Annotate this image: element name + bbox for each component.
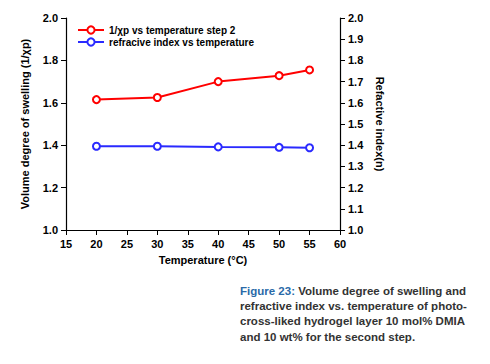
svg-text:55: 55 [303, 238, 315, 250]
svg-text:Refactive index(n): Refactive index(n) [374, 77, 386, 172]
svg-text:50: 50 [273, 238, 285, 250]
svg-text:2.0: 2.0 [348, 12, 363, 24]
svg-text:refracive index vs temperature: refracive index vs temperature [109, 37, 255, 48]
svg-text:Temperature (°C): Temperature (°C) [159, 254, 248, 266]
svg-text:1.7: 1.7 [348, 76, 363, 88]
svg-text:60: 60 [334, 238, 346, 250]
svg-text:2.0: 2.0 [43, 12, 58, 24]
html-text:Figure 23: Volume degree of sw: Figure 23: Volume degree of swelling and… [240, 285, 467, 343]
svg-text:1.0: 1.0 [43, 224, 58, 236]
svg-text:1.1: 1.1 [348, 203, 363, 215]
svg-text:25: 25 [121, 238, 133, 250]
svg-text:20: 20 [90, 238, 102, 250]
svg-text:1.8: 1.8 [348, 54, 363, 66]
svg-text:Volume degree of swelling (1/χ: Volume degree of swelling (1/χp) [19, 38, 31, 209]
svg-text:40: 40 [212, 238, 224, 250]
svg-text:1/χp vs temperature step 2: 1/χp vs temperature step 2 [109, 25, 236, 36]
svg-text:1.6: 1.6 [348, 97, 363, 109]
svg-text:1.9: 1.9 [348, 33, 363, 45]
svg-text:45: 45 [243, 238, 255, 250]
svg-text:15: 15 [60, 238, 72, 250]
svg-text:1.5: 1.5 [348, 118, 363, 130]
svg-text:1.6: 1.6 [43, 97, 58, 109]
svg-text:1.4: 1.4 [348, 139, 364, 151]
svg-text:1.2: 1.2 [348, 182, 363, 194]
svg-text:30: 30 [151, 238, 163, 250]
svg-text:1.8: 1.8 [43, 54, 58, 66]
svg-text:1.2: 1.2 [43, 182, 58, 194]
svg-text:35: 35 [182, 238, 194, 250]
svg-text:1.0: 1.0 [348, 224, 363, 236]
svg-text:1.4: 1.4 [43, 139, 59, 151]
svg-text:1.3: 1.3 [348, 160, 363, 172]
